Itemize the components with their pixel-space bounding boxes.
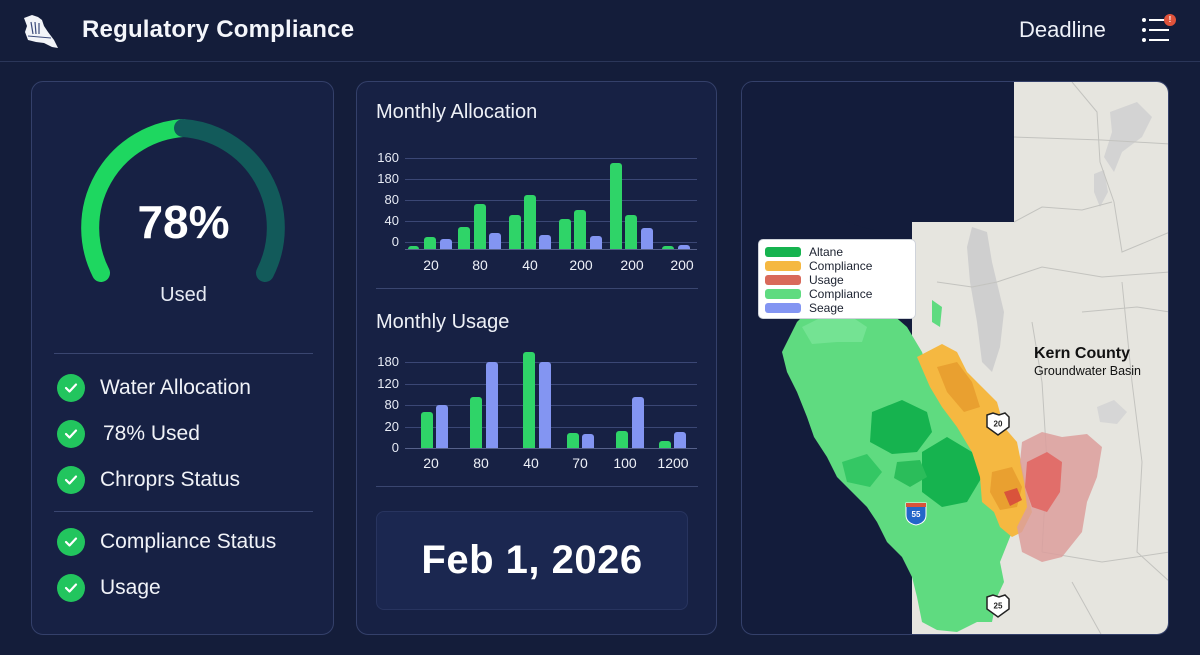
map-county-label: Kern County [1034, 345, 1130, 362]
bar [559, 219, 571, 249]
allocation-chart-title: Monthly Allocation [376, 101, 538, 123]
status-item-used: 78% Used [57, 419, 200, 449]
divider [54, 511, 313, 512]
bar [509, 215, 521, 249]
map-basin-label: Groundwater Basin [1034, 364, 1142, 378]
bar [470, 397, 482, 448]
bar [523, 352, 535, 448]
divider [376, 288, 698, 289]
bar [625, 215, 637, 249]
legend-item: Altane [765, 245, 915, 259]
list-menu-icon [1142, 18, 1169, 42]
bar [421, 412, 433, 448]
status-item-water-allocation: Water Allocation [57, 373, 251, 403]
bar [486, 362, 498, 448]
usage-chart-title: Monthly Usage [376, 311, 510, 333]
check-circle-icon [57, 374, 85, 402]
svg-text:20: 20 [994, 420, 1003, 429]
app-header: Regulatory Compliance Deadline ! [0, 0, 1200, 62]
basin-map-card[interactable]: 20 55 25 Altane Compliance Usage Complia… [741, 81, 1169, 635]
bar [567, 433, 579, 448]
deadline-date-box: Feb 1, 2026 [376, 511, 688, 610]
check-circle-icon [57, 574, 85, 602]
legend-item: Usage [765, 273, 915, 287]
divider [376, 486, 698, 487]
check-circle-icon [57, 528, 85, 556]
bar [489, 233, 501, 249]
deadline-date: Feb 1, 2026 [421, 538, 643, 582]
bar [659, 441, 671, 448]
check-circle-icon [57, 466, 85, 494]
bar [641, 228, 653, 249]
monthly-charts-card: Monthly Allocation 160 180 80 40 0 20 80… [356, 81, 717, 635]
state-map-logo-icon [24, 15, 58, 48]
bar [440, 239, 452, 249]
usage-gauge [81, 119, 285, 282]
bar [424, 237, 436, 249]
bar [539, 362, 551, 448]
bar [616, 431, 628, 448]
notification-badge: ! [1164, 14, 1176, 26]
svg-text:55: 55 [912, 510, 921, 519]
bar [610, 163, 622, 249]
highway-shield-20: 20 [986, 412, 1010, 436]
map-legend: Altane Compliance Usage Compliance Seage [758, 239, 916, 319]
status-item-usage: Usage [57, 573, 161, 603]
bar [674, 432, 686, 448]
allocation-summary-card: 78% Used Water Allocation 78% Used Chrop… [31, 81, 334, 635]
gauge-label: Used [160, 284, 207, 306]
bar [678, 245, 690, 249]
bar [458, 227, 470, 249]
check-circle-icon [57, 420, 85, 448]
highway-shield-25: 25 [986, 594, 1010, 618]
bar [436, 405, 448, 448]
bar [474, 204, 486, 249]
bar [524, 195, 536, 249]
bar [408, 246, 419, 249]
svg-text:25: 25 [994, 602, 1003, 611]
status-item-compliance: Compliance Status [57, 527, 276, 557]
legend-item: Compliance [765, 287, 915, 301]
bar [662, 246, 674, 249]
basin-map[interactable]: 20 55 25 [742, 82, 1169, 635]
status-item-chroprs: Chroprs Status [57, 465, 240, 495]
allocation-chart: 160 180 80 40 0 20 80 40 200 200 200 [357, 82, 718, 282]
usage-chart: 180 120 80 20 0 20 80 40 70 100 1200 [357, 82, 718, 482]
bar [632, 397, 644, 448]
interstate-shield-55: 55 [905, 502, 927, 526]
bar [574, 210, 586, 249]
bar [590, 236, 602, 249]
legend-item: Compliance [765, 259, 915, 273]
menu-button[interactable]: ! [1138, 14, 1176, 46]
legend-item: Seage [765, 301, 915, 315]
page-title: Regulatory Compliance [82, 16, 355, 43]
bar [582, 434, 594, 448]
bar [539, 235, 551, 249]
gauge-value: 78% [137, 196, 230, 248]
deadline-link[interactable]: Deadline [1019, 17, 1106, 42]
divider [54, 353, 313, 354]
